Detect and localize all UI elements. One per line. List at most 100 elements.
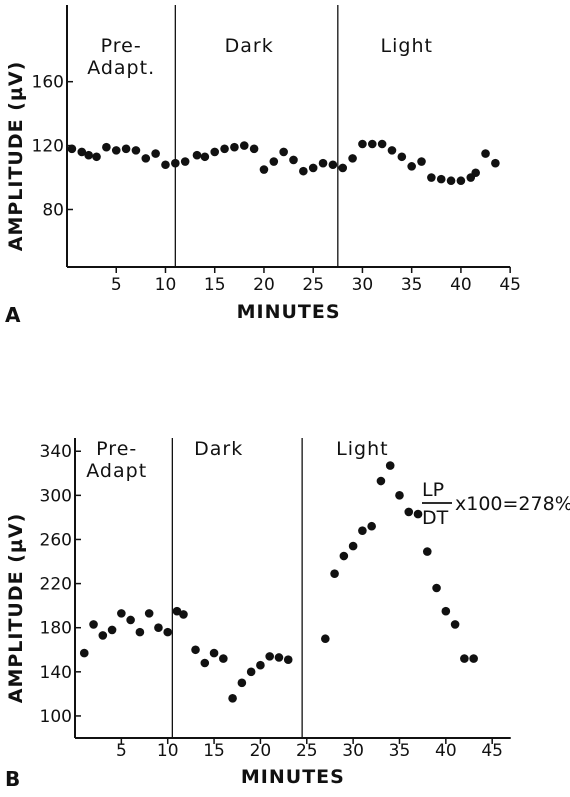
phase-label: Pre- [96, 438, 137, 460]
data-point [330, 569, 339, 578]
data-point [318, 158, 328, 168]
data-point [171, 158, 180, 168]
data-point [377, 139, 387, 149]
data-point [98, 631, 108, 640]
data-point [111, 146, 121, 155]
data-point [321, 634, 330, 644]
data-point [141, 154, 151, 163]
phase-label: Dark [225, 35, 274, 57]
data-point [67, 144, 77, 154]
data-point [230, 142, 239, 152]
data-point [200, 152, 210, 162]
y-tick-label: 340 [40, 442, 72, 462]
data-point [481, 149, 490, 158]
data-point [376, 476, 386, 486]
data-point [491, 158, 500, 168]
data-point [432, 583, 441, 593]
data-point [469, 654, 478, 663]
data-point [385, 461, 395, 470]
data-point [279, 147, 288, 157]
data-point [209, 648, 219, 658]
y-axis-title: AMPLITUDE (µV) [5, 61, 27, 252]
y-tick-label: 300 [40, 486, 72, 506]
data-point [192, 150, 202, 160]
y-tick-label: 100 [40, 707, 72, 727]
y-tick-label: 260 [40, 530, 72, 550]
data-point [308, 163, 318, 173]
data-point [358, 139, 367, 149]
data-point [367, 521, 376, 531]
phase-label: Light [336, 438, 388, 460]
x-tick-label: 30 [352, 275, 374, 295]
data-point [84, 150, 93, 160]
y-tick-label: 160 [32, 73, 64, 93]
x-tick-label: 25 [302, 275, 324, 295]
data-point [367, 139, 377, 149]
data-point [299, 166, 308, 176]
panel-a: 5 10 15 20 25 30 35 40 45 80 120 160 MINUTES AMPLITUD… [5, 5, 521, 327]
y-tick-label: 80 [42, 200, 64, 220]
data-point [397, 152, 407, 162]
data-point [265, 652, 274, 661]
data-point [283, 655, 293, 664]
data-point [220, 144, 229, 154]
data-point [450, 620, 460, 629]
phase-label: Adapt [86, 460, 147, 482]
x-tick-label: 5 [111, 275, 122, 295]
data-point [404, 507, 414, 517]
data-point [228, 693, 237, 703]
x-tick-label: 40 [450, 275, 472, 295]
data-point [237, 678, 247, 688]
data-point [436, 174, 446, 184]
x-tick-label: 20 [253, 275, 275, 295]
data-point [338, 163, 348, 173]
data-point [387, 146, 397, 155]
data-point [151, 149, 160, 158]
x-tick-label: 35 [389, 741, 411, 761]
data-point [456, 176, 466, 186]
x-tick-label: 45 [499, 275, 521, 295]
formula-numerator: LP [422, 479, 444, 501]
formula-result: x100=278% [455, 493, 570, 515]
data-point [249, 144, 259, 154]
data-point [328, 160, 338, 170]
phase-label: Dark [194, 438, 243, 460]
data-point [259, 165, 269, 174]
x-axis-title: MINUTES [241, 766, 345, 788]
x-tick-label: 20 [250, 741, 272, 761]
data-point [407, 162, 416, 171]
x-tick-label: 10 [155, 275, 177, 295]
data-point [289, 155, 298, 165]
x-tick-label: 35 [401, 275, 423, 295]
data-point [427, 173, 436, 182]
data-point [239, 141, 249, 150]
data-point [348, 154, 357, 163]
x-tick-label: 15 [203, 741, 225, 761]
y-axis-title: AMPLITUDE (µV) [5, 513, 27, 704]
data-point [339, 551, 349, 561]
x-tick-label: 30 [342, 741, 364, 761]
y-tick-label: 180 [40, 619, 72, 639]
panel-b: 5 10 15 20 25 30 35 40 45 100 140 180 220 260 300 340 MI… [5, 438, 570, 791]
data-point [395, 491, 404, 500]
phase-label: Pre- [101, 35, 142, 57]
data-point [191, 645, 200, 655]
data-point [102, 142, 111, 152]
data-point [154, 623, 163, 633]
data-point [121, 144, 131, 154]
data-point [179, 610, 188, 619]
phase-label: Adapt. [87, 57, 155, 79]
y-tick-label: 120 [32, 137, 64, 157]
data-point [107, 625, 117, 635]
data-point [126, 615, 135, 625]
x-tick-label: 40 [435, 741, 457, 761]
data-point [246, 667, 256, 677]
x-tick-label: 5 [116, 741, 127, 761]
data-point [441, 606, 451, 616]
data-point [446, 176, 456, 186]
data-point [89, 620, 98, 629]
formula-denominator: DT [422, 507, 449, 529]
data-point [131, 146, 141, 155]
